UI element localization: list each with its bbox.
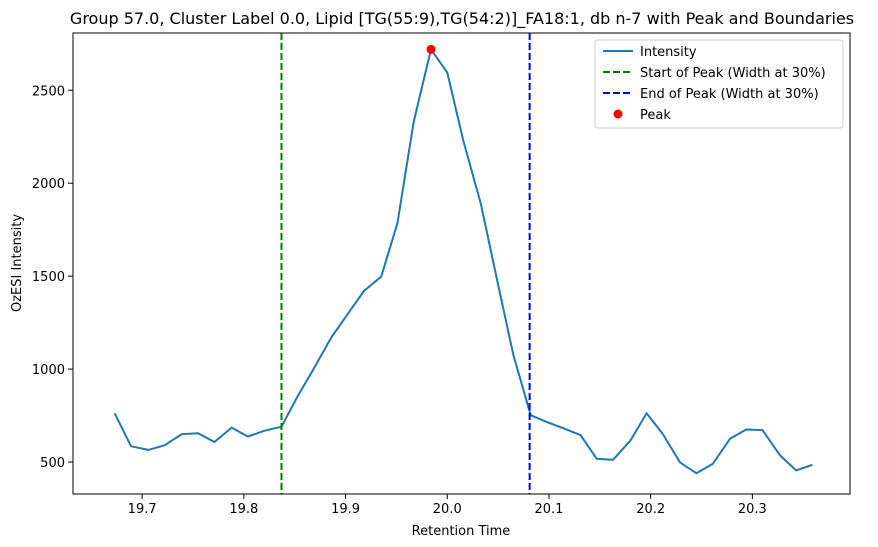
plot-frame (72, 32, 851, 495)
x-tick-label: 20.3 (738, 502, 767, 517)
y-tick-label: 2500 (32, 84, 65, 99)
y-tick-label: 1500 (32, 270, 65, 285)
x-tick-label: 20.1 (534, 502, 563, 517)
x-tick-label: 19.8 (229, 502, 258, 517)
legend-label: Intensity (640, 45, 697, 60)
y-axis-label: OzESI Intensity (10, 214, 25, 312)
legend-swatch-peak (613, 109, 623, 119)
legend-label: Peak (640, 108, 671, 123)
y-tick-label: 1000 (32, 363, 65, 378)
legend: Intensity Start of Peak (Width at 30%) End… (594, 39, 844, 129)
y-tick-label: 500 (40, 456, 65, 471)
y-axis: 500 1000 1500 2000 2500 (32, 84, 73, 471)
x-axis-label: Retention Time (412, 524, 511, 539)
x-tick-label: 20.2 (636, 502, 665, 517)
chart-title: Group 57.0, Cluster Label 0.0, Lipid [TG… (70, 9, 854, 29)
x-axis: 19.7 19.8 19.9 20.0 20.1 20.2 20.3 (128, 494, 767, 517)
x-tick-label: 20.0 (433, 502, 462, 517)
plot-area (113, 33, 813, 494)
intensity-line (113, 48, 813, 475)
x-tick-label: 19.7 (128, 502, 157, 517)
legend-label: End of Peak (Width at 30%) (640, 87, 819, 102)
peak-marker (426, 44, 436, 54)
x-tick-label: 19.9 (331, 502, 360, 517)
y-tick-label: 2000 (32, 177, 65, 192)
legend-label: Start of Peak (Width at 30%) (640, 66, 826, 81)
legend-box (594, 39, 844, 129)
